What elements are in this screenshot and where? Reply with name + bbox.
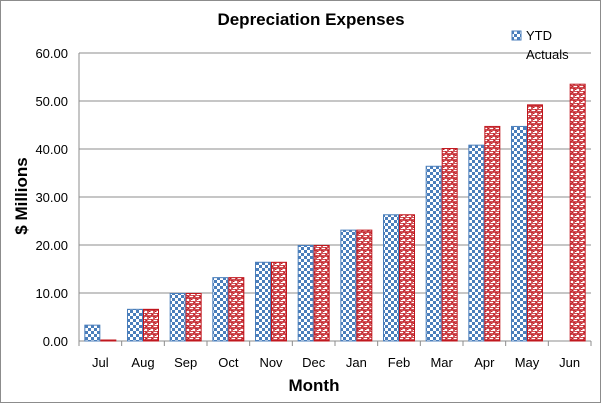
bar-ytd-actuals-apr bbox=[468, 144, 485, 342]
bar-series2-jun bbox=[569, 83, 586, 342]
legend-swatch-ytd-actuals bbox=[511, 30, 522, 41]
y-tick-labels: 0.00 10.00 20.00 30.00 40.00 50.00 60.00 bbox=[35, 46, 68, 349]
x-tick-label: Nov bbox=[259, 355, 283, 370]
x-tick-label: Mar bbox=[430, 355, 453, 370]
bar-ytd-actuals-may bbox=[511, 125, 527, 342]
bar-series2-apr bbox=[484, 125, 501, 342]
bar-series2-jan bbox=[356, 229, 373, 342]
gridlines bbox=[78, 52, 592, 346]
bar-series2-mar bbox=[441, 148, 458, 342]
bar-ytd-actuals-mar bbox=[425, 165, 442, 342]
bar-series2-oct bbox=[228, 277, 245, 342]
x-axis-title: Month bbox=[289, 376, 340, 395]
x-tick-label: Jan bbox=[346, 355, 367, 370]
legend-label-ytd-actuals: YTD Actuals bbox=[526, 28, 569, 62]
x-tick-label: Oct bbox=[218, 355, 239, 370]
y-tick-label: 20.00 bbox=[35, 238, 68, 253]
y-tick-label: 40.00 bbox=[35, 142, 68, 157]
x-tick-label: Dec bbox=[302, 355, 326, 370]
y-tick-label: 10.00 bbox=[35, 286, 68, 301]
x-tick-labels: Jul Aug Sep Oct Nov Dec Jan Feb Mar Apr May Jun bbox=[92, 355, 580, 370]
chart-title: Depreciation Expenses bbox=[217, 10, 404, 29]
bar-ytd-actuals-nov bbox=[255, 261, 271, 342]
x-tick-label: Aug bbox=[131, 355, 154, 370]
bar-ytd-actuals-sep bbox=[169, 292, 186, 342]
bar-series2-feb bbox=[399, 214, 415, 342]
bar-series2-nov bbox=[271, 261, 287, 342]
bar-series2-may bbox=[527, 104, 543, 342]
x-tick-label: May bbox=[515, 355, 540, 370]
y-tick-label: 30.00 bbox=[35, 190, 68, 205]
y-axis-title: $ Millions bbox=[12, 157, 31, 234]
x-tick-label: Jun bbox=[559, 355, 580, 370]
y-tick-label: 50.00 bbox=[35, 94, 68, 109]
bar-series2-sep bbox=[185, 292, 202, 342]
bar-series2-jul bbox=[100, 339, 117, 342]
y-tick-label: 0.00 bbox=[43, 334, 68, 349]
bar-series2-aug bbox=[143, 308, 159, 342]
bar-ytd-actuals-jul bbox=[84, 324, 101, 342]
bar-ytd-actuals-jan bbox=[340, 229, 357, 342]
legend: YTD Actuals bbox=[511, 28, 569, 62]
bar-ytd-actuals-feb bbox=[383, 214, 399, 342]
x-tick-label: Sep bbox=[174, 355, 197, 370]
bar-series2-dec bbox=[313, 244, 330, 342]
bar-ytd-actuals-aug bbox=[127, 308, 143, 342]
bar-ytd-actuals-dec bbox=[297, 244, 314, 342]
bar-ytd-actuals-oct bbox=[212, 277, 229, 342]
y-tick-label: 60.00 bbox=[35, 46, 68, 61]
x-tick-label: Feb bbox=[388, 355, 410, 370]
bars bbox=[84, 83, 586, 342]
x-tick-label: Apr bbox=[474, 355, 495, 370]
x-tick-label: Jul bbox=[92, 355, 109, 370]
